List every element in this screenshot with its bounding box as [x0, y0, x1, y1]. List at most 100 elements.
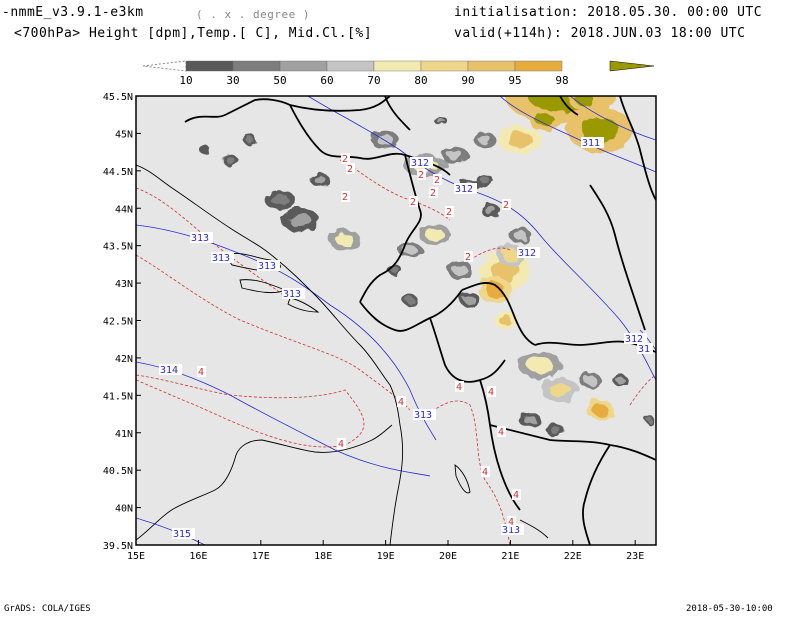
- lon-label: 21E: [501, 551, 519, 562]
- grid-note: ( . x . degree ): [196, 8, 310, 21]
- lon-label: 22E: [564, 551, 582, 562]
- cloud-patch-core: [425, 229, 445, 241]
- cloud-patch-core: [527, 357, 553, 373]
- cloud-patch-core: [391, 266, 399, 274]
- height-label-bg: [624, 333, 647, 344]
- temp-label: 4: [488, 387, 494, 398]
- temp-label: 2: [418, 170, 424, 181]
- colorbar-label: 90: [461, 74, 474, 87]
- height-label-bg: [190, 232, 213, 243]
- height-label: 313: [414, 410, 432, 421]
- lon-label: 15E: [127, 551, 145, 562]
- lon-label: 17E: [252, 551, 270, 562]
- temp-label-bg: [497, 426, 506, 437]
- lat-label: 43.5N: [103, 242, 133, 253]
- temp-label: 2: [434, 175, 440, 186]
- cloud-patch-core: [485, 282, 505, 298]
- temp-label-bg: [464, 251, 473, 262]
- lat-label: 44N: [115, 204, 133, 215]
- height-label: 312: [625, 334, 643, 345]
- colorbar-label: 95: [508, 74, 521, 87]
- height-label: 31: [638, 344, 650, 355]
- cloud-patch-core: [201, 147, 209, 153]
- cloud-patch-core: [615, 376, 625, 384]
- lat-label: 44.5N: [103, 167, 133, 178]
- cloud-patch-core: [336, 233, 354, 247]
- latitude-axis: 45.5N 45N 44.5N 44N 43.5N 43N 42.5N 42N 41.5N 41N…: [103, 92, 141, 552]
- cloud-patch-core: [523, 415, 537, 425]
- temp-label: 4: [398, 397, 404, 408]
- temp-label-bg: [445, 206, 454, 217]
- colorbar-label: 80: [414, 74, 427, 87]
- lat-label: 40.5N: [103, 466, 133, 477]
- temp-label-bg: [429, 187, 438, 198]
- model-title: -nmmE_v3.9.1-e3km: [2, 5, 144, 20]
- cloud-patch-core: [405, 296, 415, 304]
- colorbar-label: 50: [273, 74, 286, 87]
- height-label: 311: [582, 138, 600, 149]
- temp-label-bg: [341, 191, 350, 202]
- temp-label-bg: [487, 386, 496, 397]
- colorbar-label: 70: [367, 74, 380, 87]
- temp-label-bg: [397, 396, 406, 407]
- temp-label-bg: [455, 381, 464, 392]
- cloud-patch-core: [502, 248, 518, 262]
- temp-label-bg: [507, 516, 516, 527]
- temp-label: 4: [508, 517, 514, 528]
- cloud-patch-core: [314, 176, 326, 184]
- height-label-bg: [581, 137, 604, 148]
- lat-label: 41N: [115, 429, 133, 440]
- height-label-bg: [410, 157, 433, 168]
- cloud-patch-core: [583, 375, 597, 385]
- cloud-patch-core: [402, 245, 418, 255]
- cloud-patch-core: [507, 132, 533, 148]
- cloud-patch-core: [478, 135, 492, 145]
- temp-label-bg: [512, 489, 521, 500]
- cloud-patch-core: [548, 382, 572, 398]
- temp-label-bg: [197, 366, 206, 377]
- lat-label: 45.5N: [103, 92, 133, 103]
- height-label-bg: [413, 409, 436, 420]
- valid-time: valid(+114h): 2018.JUN.03 18:00 UTC: [454, 26, 746, 41]
- temp-label-bg: [433, 174, 442, 185]
- init-time: initialisation: 2018.05.30. 00:00 UTC: [454, 5, 763, 20]
- lat-label: 39.5N: [103, 541, 133, 552]
- temp-label: 2: [430, 188, 436, 199]
- height-label-bg: [637, 343, 653, 354]
- height-label-bg: [257, 260, 280, 271]
- cloud-patch-core: [480, 176, 490, 184]
- height-label-bg: [211, 252, 234, 263]
- lon-label: 18E: [314, 551, 332, 562]
- lon-label: 16E: [189, 551, 207, 562]
- cloud-patch-core: [535, 113, 555, 127]
- cloud-patch-core: [484, 206, 496, 214]
- country-borders: [184, 96, 656, 545]
- height-label-bg: [454, 183, 477, 194]
- lon-label: 20E: [439, 551, 457, 562]
- cloud-patch-core: [225, 156, 235, 164]
- colorbar: 10 30 50 60 70 80 90 95 98: [142, 60, 655, 87]
- temp-label-bg: [346, 163, 355, 174]
- cloud-patch-core: [447, 150, 463, 160]
- temp-label: 4: [198, 367, 204, 378]
- height-label: 313: [191, 233, 209, 244]
- longitude-axis: 15E 16E 17E 18E 19E 20E 21E 22E 23E: [127, 540, 644, 562]
- colorbar-label: 10: [179, 74, 192, 87]
- height-label: 312: [411, 158, 429, 169]
- colorbar-cell: [514, 60, 563, 72]
- cloud-patch-core: [246, 136, 254, 144]
- height-label: 312: [518, 248, 536, 259]
- temp-label: 2: [503, 200, 509, 211]
- lat-label: 42.5N: [103, 317, 133, 328]
- temp-label: 2: [446, 207, 452, 218]
- lat-label: 42N: [115, 354, 133, 365]
- colorbar-label: 60: [320, 74, 333, 87]
- temp-label: 2: [347, 164, 353, 175]
- height-label-bg: [517, 247, 540, 258]
- cloud-patch-core: [464, 295, 476, 305]
- field-description: <700hPa> Height [dpm],Temp.[ C], Mid.Cl.…: [14, 26, 373, 41]
- temp-label-bg: [341, 153, 350, 164]
- lon-label: 23E: [626, 551, 644, 562]
- lon-label: 19E: [377, 551, 395, 562]
